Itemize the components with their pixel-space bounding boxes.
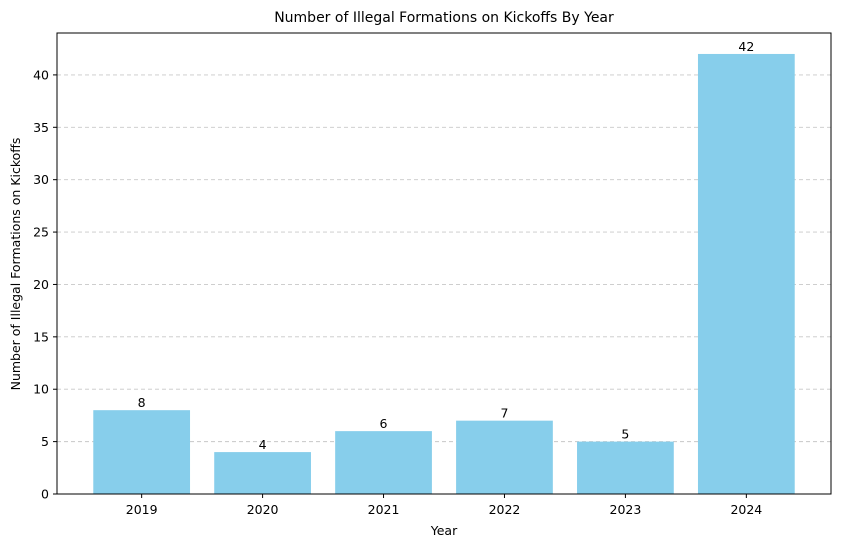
data-label-2020: 4	[259, 437, 267, 452]
y-tick-label: 25	[33, 225, 49, 240]
data-label-2021: 6	[380, 416, 388, 431]
x-tick-label: 2019	[126, 502, 158, 517]
bars	[93, 53, 795, 495]
data-label-2023: 5	[621, 427, 629, 442]
y-axis-label: Number of Illegal Formations on Kickoffs	[8, 138, 23, 391]
data-label-2019: 8	[138, 395, 146, 410]
bar-2019	[93, 410, 191, 494]
data-label-2024: 42	[738, 39, 754, 54]
y-tick-label: 20	[33, 277, 49, 292]
chart-title: Number of Illegal Formations on Kickoffs…	[274, 10, 614, 26]
x-axis-ticks: 2019 2020 2021 2022 2023 2024	[126, 494, 762, 517]
data-labels: 8 4 6 7 5 42	[138, 39, 755, 452]
y-tick-label: 10	[33, 382, 49, 397]
y-tick-label: 35	[33, 120, 49, 135]
plot-frame	[56, 32, 832, 495]
y-tick-label: 15	[33, 329, 49, 344]
y-tick-label: 5	[41, 434, 49, 449]
x-tick-label: 2023	[610, 502, 642, 517]
bar-2023	[577, 441, 674, 494]
y-axis-ticks: 0 5 10 15 20 25 30 35 40	[33, 67, 57, 502]
x-tick-label: 2020	[247, 502, 279, 517]
bar-2022	[456, 420, 553, 494]
x-tick-label: 2024	[730, 502, 762, 517]
y-tick-label: 0	[41, 487, 49, 502]
y-tick-label: 40	[33, 67, 49, 82]
x-tick-label: 2021	[368, 502, 400, 517]
bar-2020	[214, 452, 311, 494]
x-tick-label: 2022	[489, 502, 521, 517]
data-label-2022: 7	[500, 406, 508, 421]
bar-2024	[697, 53, 795, 495]
y-tick-label: 30	[33, 172, 49, 187]
bar-2021	[335, 431, 432, 494]
x-axis-label: Year	[430, 523, 458, 538]
